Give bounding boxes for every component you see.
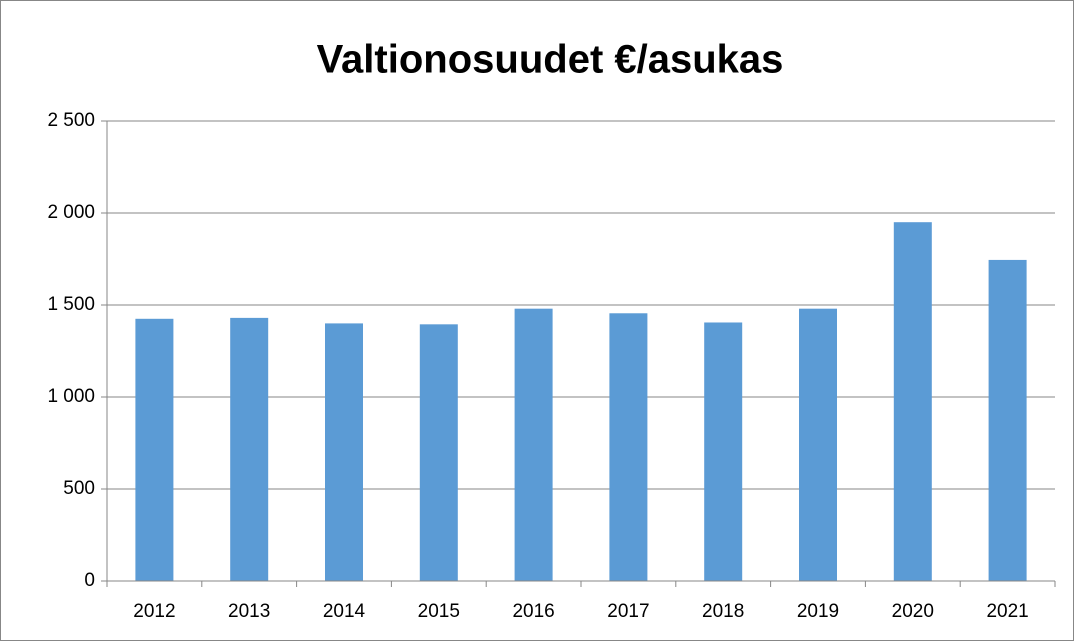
bar xyxy=(230,317,269,581)
bar xyxy=(704,322,743,581)
y-tick-label: 2 000 xyxy=(47,202,95,223)
bar xyxy=(514,308,553,581)
x-tick-label: 2014 xyxy=(323,601,366,622)
bar xyxy=(799,308,837,581)
bar xyxy=(325,323,363,581)
x-tick-label: 2020 xyxy=(892,601,934,622)
bar xyxy=(988,259,1027,581)
x-tick-label: 2016 xyxy=(512,601,554,622)
x-tick-label: 2019 xyxy=(797,601,839,622)
x-tick-label: 2017 xyxy=(607,601,649,622)
y-tick-label: 1 000 xyxy=(47,386,95,407)
chart-title: Valtionosuudet €/asukas xyxy=(317,38,784,82)
x-tick-label: 2015 xyxy=(418,601,460,622)
bar xyxy=(893,222,932,581)
y-tick-label: 1 500 xyxy=(47,294,95,315)
y-tick-label: 0 xyxy=(84,570,95,591)
y-tick-label: 2 500 xyxy=(47,110,95,131)
x-tick-label: 2021 xyxy=(986,601,1028,622)
y-tick-label: 500 xyxy=(63,478,95,499)
x-tick-label: 2012 xyxy=(133,601,175,622)
bar xyxy=(419,324,458,581)
bar xyxy=(135,318,174,581)
x-tick-label: 2013 xyxy=(228,601,270,622)
x-tick-label: 2018 xyxy=(702,601,744,622)
bar xyxy=(609,313,648,581)
